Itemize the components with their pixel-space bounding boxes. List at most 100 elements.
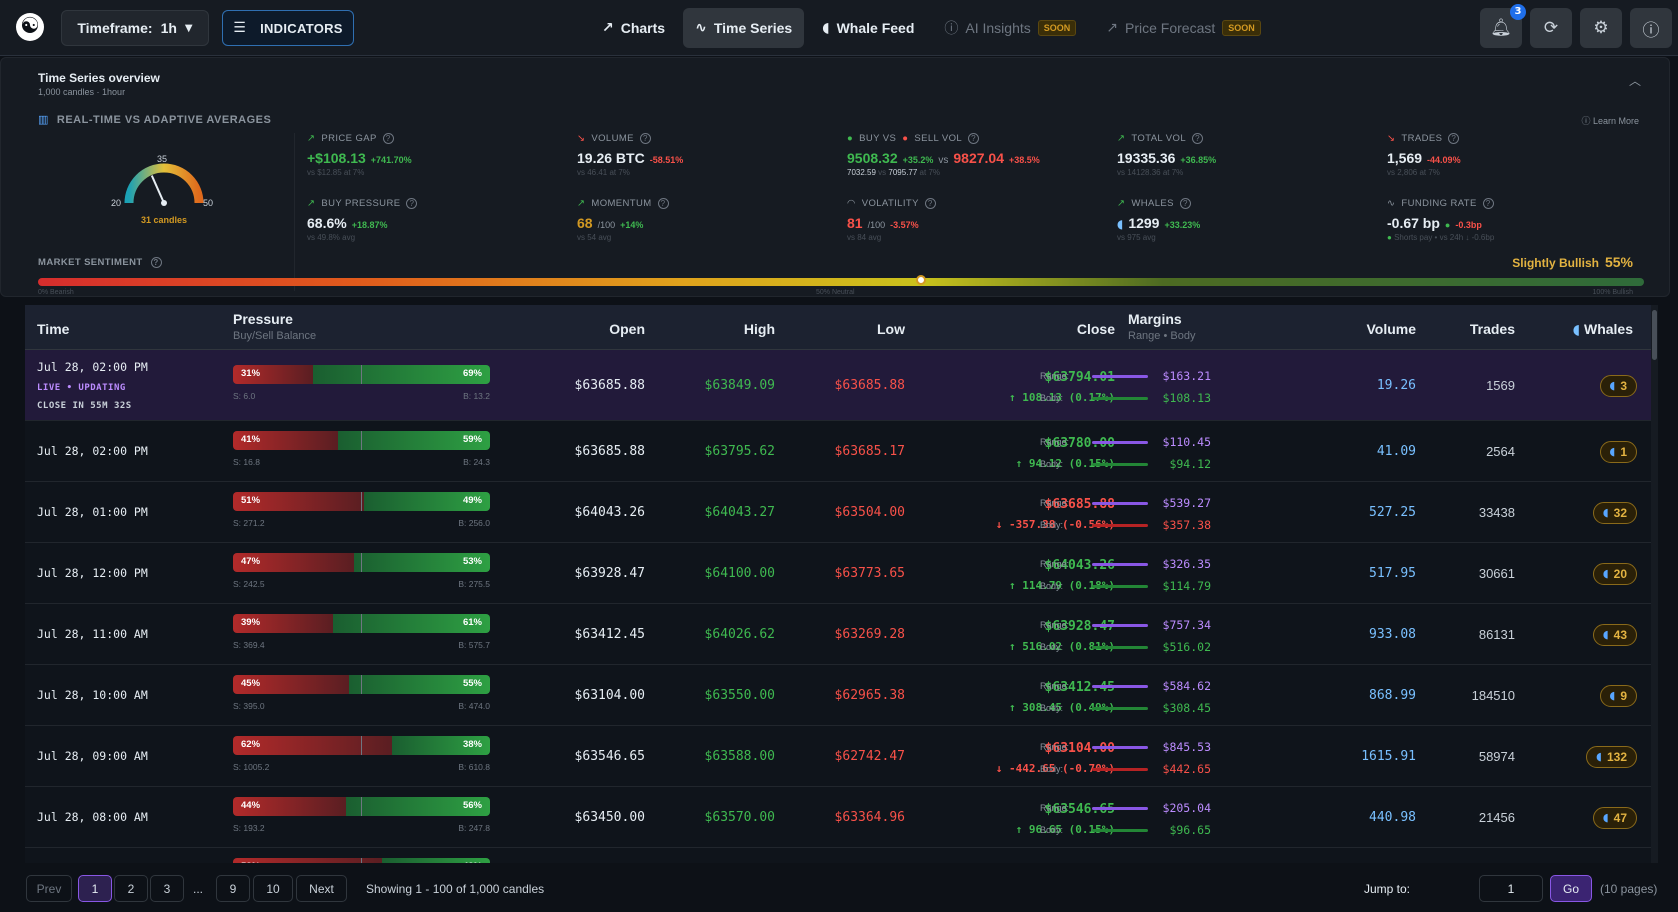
table-row[interactable]: Jul 28, 09:00 AM 62% 38% S: 1005.2 B: 610…: [25, 726, 1651, 787]
indicators-button[interactable]: ☰ INDICATORS: [222, 10, 354, 46]
tab-ai-insights[interactable]: ⓘ AI Insights SOON: [932, 8, 1088, 48]
help-icon[interactable]: ?: [1192, 132, 1204, 144]
help-icon[interactable]: ?: [657, 197, 669, 209]
whale-count-badge[interactable]: ◖ 47: [1592, 806, 1637, 829]
pressure-midline: [361, 430, 362, 450]
sub-sell: 7095.77: [888, 168, 918, 177]
help-icon[interactable]: ?: [150, 257, 162, 268]
scrollbar-thumb[interactable]: [1652, 310, 1657, 360]
timeframe-dropdown[interactable]: Timeframe: 1h ▼: [61, 10, 209, 46]
whale-count-badge[interactable]: ◖ 20: [1592, 562, 1637, 585]
prev-button[interactable]: Prev: [26, 875, 72, 902]
col-high[interactable]: High: [743, 321, 775, 337]
tab-time-series[interactable]: ∿ Time Series: [683, 8, 805, 48]
whale-icon: ◖: [1602, 811, 1609, 824]
col-open[interactable]: Open: [609, 321, 645, 337]
help-icon[interactable]: ?: [968, 132, 980, 144]
metric-change: -0.3bp: [1455, 220, 1482, 230]
pressure-volumes: S: 271.2 B: 256.0: [233, 518, 490, 528]
gear-icon: ⚙: [1593, 18, 1609, 38]
collapse-icon[interactable]: ︿: [1628, 74, 1641, 88]
logo-icon[interactable]: ☯: [16, 13, 44, 41]
whale-count-badge[interactable]: ◖ 3: [1599, 374, 1637, 397]
pressure-volumes: S: 16.8 B: 24.3: [233, 457, 490, 467]
page-9-button[interactable]: 9: [216, 875, 250, 902]
sell-volume: S: 1005.2: [233, 761, 270, 772]
table-row[interactable]: Jul 28, 08:00 AM 44% 56% S: 193.2 B: 247.…: [25, 787, 1651, 848]
body-label: Body:: [1040, 763, 1064, 774]
buy-pressure-fill: 38%: [392, 735, 490, 755]
buy-volume: B: 610.8: [458, 761, 490, 772]
col-trades[interactable]: Trades: [1469, 321, 1515, 337]
col-pressure[interactable]: Pressure Buy/Sell Balance: [233, 311, 316, 342]
table-row[interactable]: Jul 28, 12:00 PM 47% 53% S: 242.5 B: 275.…: [25, 543, 1651, 604]
row-time: Jul 28, 12:00 PM: [37, 565, 148, 580]
tab-whale-feed[interactable]: ◖ Whale Feed: [810, 8, 926, 48]
table-row[interactable]: Jul 28, 11:00 AM 39% 61% S: 369.4 B: 575.…: [25, 604, 1651, 665]
refresh-button[interactable]: ⟳: [1530, 8, 1572, 48]
help-icon[interactable]: ?: [639, 132, 651, 144]
body-line: [1092, 767, 1148, 771]
whale-count-badge[interactable]: ◖ 132: [1586, 745, 1637, 768]
metric-change: +36.85%: [1180, 155, 1217, 165]
settings-button[interactable]: ⚙: [1580, 8, 1622, 48]
tab-charts[interactable]: ↗ Charts: [590, 8, 677, 48]
go-button[interactable]: Go: [1550, 875, 1592, 902]
range-label: Range:: [1040, 436, 1070, 447]
col-whales[interactable]: ◖ Whales: [1573, 321, 1633, 338]
page-1-button[interactable]: 1: [78, 875, 112, 902]
status-dot-icon: ●: [1444, 220, 1451, 230]
page-3-button[interactable]: 3: [150, 875, 184, 902]
next-button[interactable]: Next: [296, 875, 347, 902]
col-time[interactable]: Time: [37, 321, 70, 337]
table-row[interactable]: Jul 28, 01:00 PM 51% 49% S: 271.2 B: 256.…: [25, 482, 1651, 543]
pressure-midline: [361, 674, 362, 694]
pressure-bar: 51% 49%: [233, 491, 490, 511]
scrollbar[interactable]: [1651, 305, 1658, 863]
row-time-text: Jul 28, 02:00 PM: [37, 360, 148, 374]
help-icon[interactable]: ?: [924, 197, 936, 209]
range-value: $845.53: [1162, 739, 1211, 754]
info-button[interactable]: ⓘ: [1630, 8, 1672, 48]
table-row[interactable]: Jul 28, 02:00 PM LIVE • UPDATING CLOSE IN …: [25, 350, 1651, 421]
table-row[interactable]: 58% 42% $63450.00Range:$241.00Body:◖: [25, 848, 1651, 863]
total-pages: (10 pages): [1600, 882, 1658, 896]
help-icon[interactable]: ?: [1448, 132, 1460, 144]
col-margins[interactable]: Margins Range • Body: [1128, 311, 1195, 342]
metric-price-gap: ↗ PRICE GAP? +$108.13 +741.70% vs $12.85 a…: [307, 131, 557, 177]
table-row[interactable]: Jul 28, 10:00 AM 45% 55% S: 395.0 B: 474.…: [25, 665, 1651, 726]
body-label: Body:: [1040, 641, 1064, 652]
whale-count-badge[interactable]: ◖ 9: [1599, 684, 1637, 707]
buy-volume: B: 256.0: [458, 517, 490, 528]
notifications-button[interactable]: 🔔︎ 3: [1480, 4, 1526, 48]
pressure-volumes: S: 242.5 B: 275.5: [233, 579, 490, 589]
metric-change: +14%: [620, 220, 644, 230]
row-change: ↑ 108.13 (0.17%): [1009, 390, 1115, 404]
help-icon[interactable]: ?: [406, 197, 418, 209]
row-trades: 1569: [1486, 377, 1515, 393]
sell-pressure-fill: 41%: [233, 430, 339, 450]
help-icon[interactable]: ?: [382, 132, 394, 144]
jump-input[interactable]: [1479, 875, 1543, 902]
divider: [294, 133, 295, 291]
table-row[interactable]: Jul 28, 02:00 PM 41% 59% S: 16.8 B: 24.3 $…: [25, 421, 1651, 482]
tab-price-forecast[interactable]: ↗ Price Forecast SOON: [1094, 8, 1273, 48]
row-high: $63570.00: [704, 809, 775, 825]
help-icon[interactable]: ?: [1482, 197, 1494, 209]
whale-count-badge[interactable]: ◖ 32: [1592, 501, 1637, 524]
pressure-bar: 41% 59%: [233, 430, 490, 450]
whale-icon: ◖: [1602, 628, 1609, 641]
chevron-down-icon: ▼: [184, 22, 193, 34]
learn-more-link[interactable]: ⓘ Learn More: [1581, 114, 1639, 127]
whale-count-badge[interactable]: ◖ 1: [1599, 440, 1637, 463]
col-volume[interactable]: Volume: [1366, 321, 1416, 337]
page-2-button[interactable]: 2: [114, 875, 148, 902]
col-low[interactable]: Low: [877, 321, 905, 337]
help-icon[interactable]: ?: [1179, 197, 1191, 209]
whale-icon: ◖: [1609, 689, 1616, 702]
page-10-button[interactable]: 10: [253, 875, 293, 902]
row-close: $63928.47: [1044, 618, 1115, 634]
metric-value: 19335.36: [1117, 150, 1176, 166]
col-close[interactable]: Close: [1076, 321, 1115, 337]
whale-count-badge[interactable]: ◖ 43: [1592, 623, 1637, 646]
